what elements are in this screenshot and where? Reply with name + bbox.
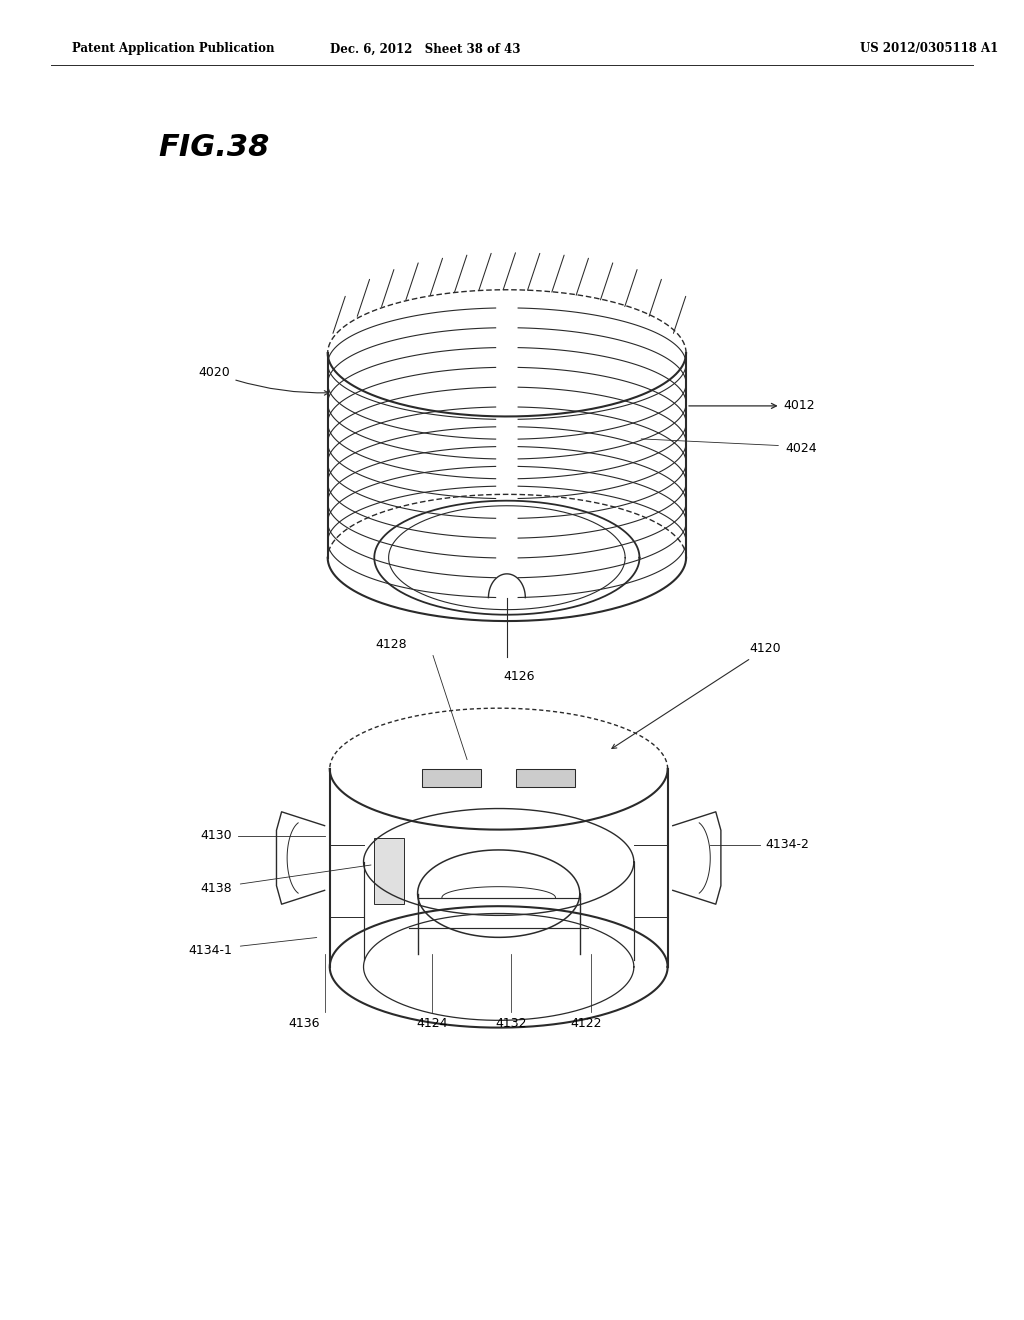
Polygon shape bbox=[422, 768, 481, 787]
Text: 4138: 4138 bbox=[201, 882, 232, 895]
Text: Dec. 6, 2012   Sheet 38 of 43: Dec. 6, 2012 Sheet 38 of 43 bbox=[330, 42, 520, 55]
Text: 4124: 4124 bbox=[417, 1016, 447, 1030]
Text: 4126: 4126 bbox=[504, 671, 535, 684]
Polygon shape bbox=[516, 768, 575, 787]
Text: 4130: 4130 bbox=[201, 829, 232, 842]
Text: 4020: 4020 bbox=[199, 367, 329, 395]
Text: 4134-2: 4134-2 bbox=[765, 838, 809, 851]
Text: FIG.38: FIG.38 bbox=[159, 133, 270, 162]
Text: 4120: 4120 bbox=[612, 643, 781, 748]
Text: 4132: 4132 bbox=[496, 1016, 526, 1030]
Text: US 2012/0305118 A1: US 2012/0305118 A1 bbox=[860, 42, 998, 55]
Text: 4128: 4128 bbox=[375, 639, 407, 651]
Text: Patent Application Publication: Patent Application Publication bbox=[72, 42, 274, 55]
Text: 4136: 4136 bbox=[289, 1016, 319, 1030]
Text: 4122: 4122 bbox=[570, 1016, 601, 1030]
Text: 4012: 4012 bbox=[689, 400, 815, 412]
Polygon shape bbox=[374, 838, 404, 904]
Text: 4134-1: 4134-1 bbox=[188, 944, 232, 957]
Text: 4024: 4024 bbox=[785, 442, 817, 454]
